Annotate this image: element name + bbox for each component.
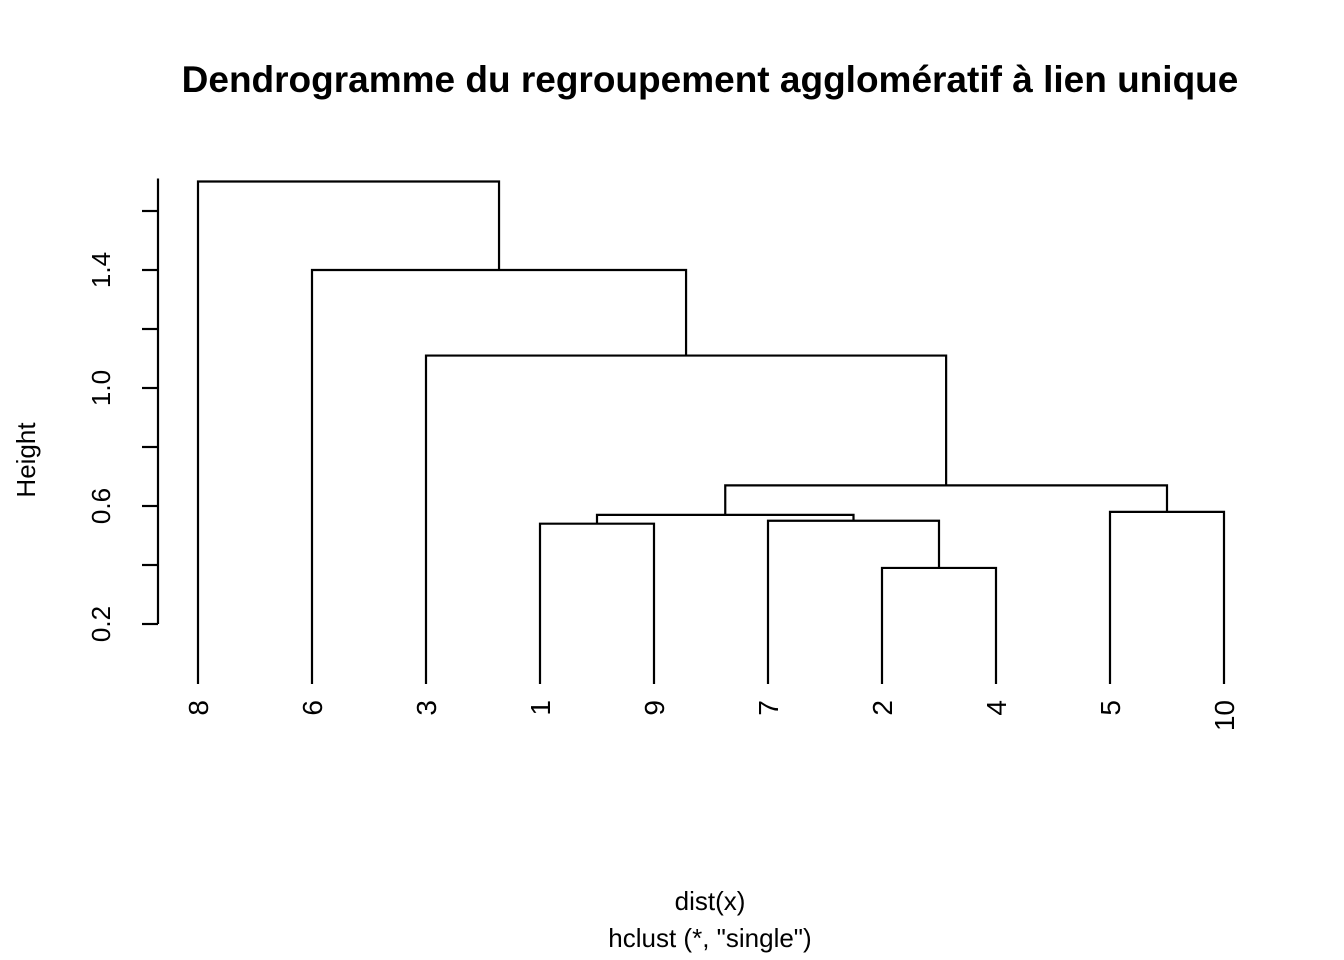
merge-C [766,519,941,684]
merge-F [724,484,1169,515]
merge-A [880,566,998,684]
leaf-label-8: 8 [183,700,214,716]
y-tick-label-0: 0.2 [86,606,116,642]
y-tick-label-4: 1.0 [86,370,116,406]
leaf-label-7: 7 [753,700,784,716]
merge-B [538,522,656,684]
leaf-label-6: 6 [297,700,328,716]
leaf-label-2: 2 [867,700,898,716]
x-axis-label: dist(x) [675,886,746,916]
leaf-labels: 8 6 3 1 9 7 2 4 5 10 [183,700,1240,731]
dendrogram-tree [196,180,1226,684]
y-tick-label-6: 1.4 [86,252,116,288]
leaf-label-5: 5 [1095,700,1126,716]
merge-H [310,268,688,684]
merge-D [595,513,855,524]
y-axis: 0.2 0.6 1.0 1.4 [86,178,160,642]
merge-I [196,180,501,684]
leaf-label-10: 10 [1209,700,1240,731]
leaf-label-4: 4 [981,700,1012,716]
chart-subtitle: hclust (*, "single") [608,923,811,953]
leaf-label-1: 1 [525,700,556,716]
y-tick-label-2: 0.6 [86,488,116,524]
chart-title: Dendrogramme du regroupement agglomérati… [182,59,1239,100]
y-axis-label: Height [11,422,41,498]
leaf-label-3: 3 [411,700,442,716]
merge-E [1108,510,1226,684]
leaf-label-9: 9 [639,700,670,716]
